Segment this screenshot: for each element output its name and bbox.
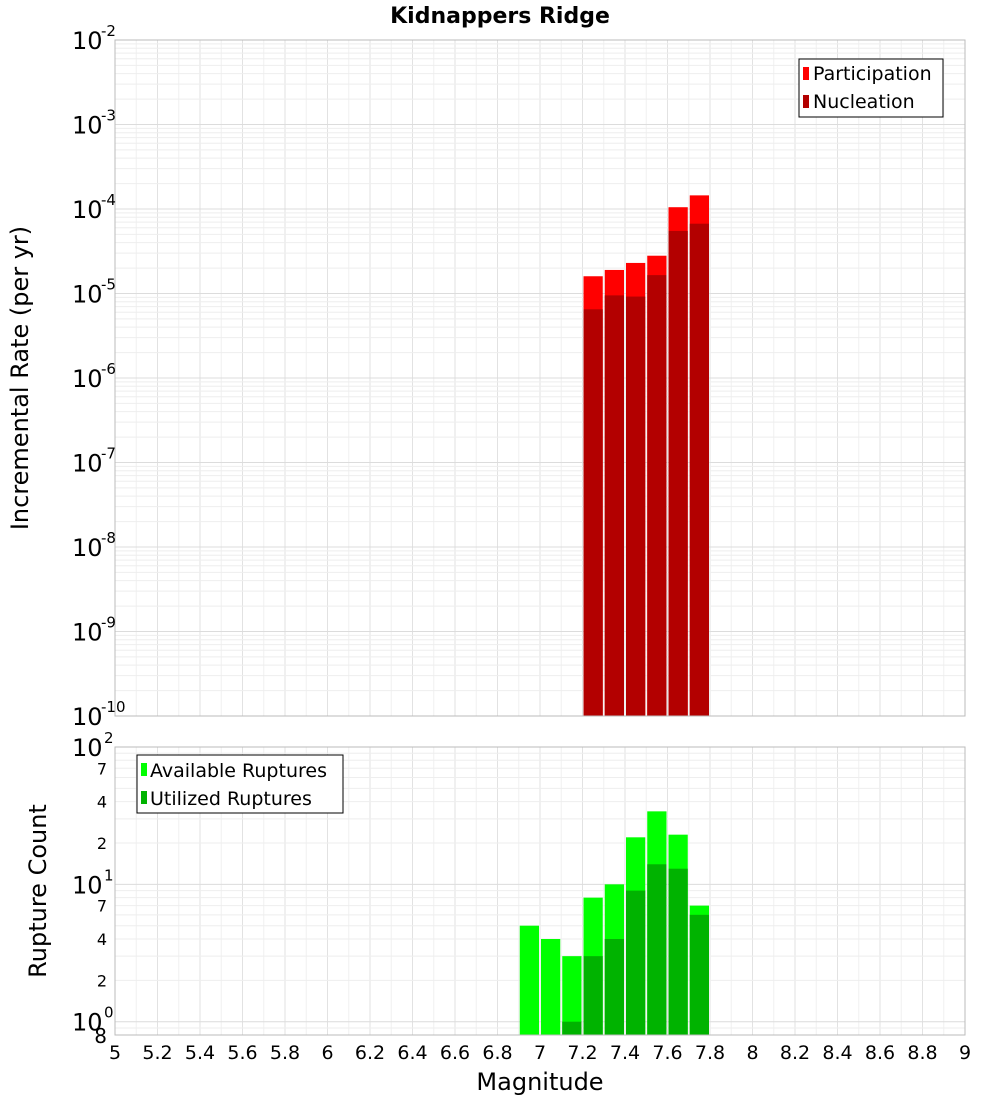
bottom-legend: Available Ruptures Utilized Ruptures <box>136 754 344 814</box>
y-minor-tick-label: 4 <box>97 930 107 949</box>
nucleation-legend-label: Nucleation <box>813 91 915 113</box>
x-tick-label: 6 <box>321 1042 333 1064</box>
x-tick-label: 5.4 <box>185 1042 215 1064</box>
utilized-legend-swatch <box>141 791 147 804</box>
y-tick-label: 10 <box>72 871 103 899</box>
utilized-ruptures-bar <box>604 939 624 1035</box>
x-tick-label: 7.6 <box>652 1042 682 1064</box>
top-y-axis-label: Incremental Rate (per yr) <box>6 226 34 530</box>
y-tick-label: 10 <box>72 734 103 762</box>
y-minor-tick-label: 2 <box>97 834 107 853</box>
y-tick-exponent: -10 <box>101 698 126 716</box>
y-minor-tick-label: 7 <box>97 897 107 916</box>
available-legend-swatch <box>141 763 147 776</box>
participation-legend-label: Participation <box>813 63 932 85</box>
utilized-ruptures-bar <box>562 1021 582 1035</box>
y-tick-exponent: -4 <box>101 191 116 209</box>
y-tick-exponent: 1 <box>104 866 114 884</box>
y-tick-exponent: 0 <box>104 1004 114 1022</box>
top-bars <box>583 195 709 717</box>
x-tick-label: 7.4 <box>610 1042 640 1064</box>
y-minor-tick-label: 4 <box>97 793 107 812</box>
utilized-ruptures-bar <box>626 890 646 1035</box>
y-tick-label: 10 <box>72 112 103 140</box>
y-tick-exponent: -7 <box>101 445 116 463</box>
x-tick-label: 5.8 <box>270 1042 300 1064</box>
y-tick-label: 10 <box>72 365 103 393</box>
top-legend-box <box>798 58 944 118</box>
x-tick-label: 6.4 <box>397 1042 427 1064</box>
x-tick-label: 5.2 <box>142 1042 172 1064</box>
nucleation-bar <box>668 230 688 717</box>
x-tick-label: 7.2 <box>567 1042 597 1064</box>
participation-legend-swatch <box>803 67 809 80</box>
y-tick-exponent: -2 <box>101 22 116 40</box>
x-tick-label: 6.2 <box>355 1042 385 1064</box>
y-tick-exponent: -5 <box>101 276 116 294</box>
y-tick-label: 10 <box>72 1009 103 1037</box>
top-plot-frame <box>114 39 966 717</box>
x-axis-label: Magnitude <box>476 1068 603 1096</box>
nucleation-bar <box>626 296 646 716</box>
x-tick-label: 8.6 <box>865 1042 895 1064</box>
y-minor-tick-label: 7 <box>97 759 107 778</box>
nucleation-bar <box>604 295 624 716</box>
x-tick-labels: 5 5.2 5.4 5.6 5.8 6 6.2 6.4 6.6 6.8 7 7.2 7.4 7.6 7.8 8… <box>109 1042 971 1064</box>
y-tick-label: 10 <box>72 534 103 562</box>
x-tick-label: 8.4 <box>822 1042 852 1064</box>
y-tick-exponent: -3 <box>101 107 116 125</box>
available-ruptures-bar <box>541 939 561 1035</box>
nucleation-bar <box>689 223 709 716</box>
nucleation-bar <box>647 275 667 716</box>
y-tick-label: 10 <box>72 281 103 309</box>
y-tick-exponent: -8 <box>101 529 116 547</box>
top-gridlines <box>114 40 966 717</box>
nucleation-bar <box>583 309 603 716</box>
available-legend-label: Available Ruptures <box>150 760 327 782</box>
bottom-legend-box <box>136 754 344 814</box>
x-tick-label: 6.8 <box>482 1042 512 1064</box>
y-minor-tick-label: 2 <box>97 971 107 990</box>
x-tick-label: 5.6 <box>227 1042 257 1064</box>
utilized-legend-label: Utilized Ruptures <box>150 788 312 810</box>
y-tick-label: 10 <box>72 27 103 55</box>
top-legend: Participation Nucleation <box>798 58 944 118</box>
utilized-ruptures-bar <box>583 956 603 1035</box>
available-ruptures-bar <box>519 925 539 1035</box>
bottom-bars <box>519 811 709 1035</box>
y-minor-tick-label: 8 <box>94 1024 107 1048</box>
y-tick-exponent: -9 <box>101 614 116 632</box>
x-tick-label: 9 <box>959 1042 971 1064</box>
x-tick-label: 6.6 <box>440 1042 470 1064</box>
y-tick-label: 10 <box>72 450 103 478</box>
y-tick-exponent: -6 <box>101 360 116 378</box>
x-tick-label: 8.2 <box>780 1042 810 1064</box>
y-tick-label: 10 <box>72 196 103 224</box>
bottom-plot-frame <box>114 746 966 1036</box>
nucleation-legend-swatch <box>803 95 809 108</box>
x-tick-label: 8.8 <box>907 1042 937 1064</box>
bottom-y-axis-label: Rupture Count <box>24 804 52 978</box>
available-ruptures-bar <box>562 956 582 1035</box>
x-tick-label: 8 <box>746 1042 758 1064</box>
x-tick-label: 7.8 <box>695 1042 725 1064</box>
x-tick-label: 7 <box>534 1042 546 1064</box>
utilized-ruptures-bar <box>647 864 667 1035</box>
chart-title: Kidnappers Ridge <box>390 4 610 29</box>
utilized-ruptures-bar <box>689 914 709 1035</box>
x-tick-label: 5 <box>109 1042 121 1064</box>
y-tick-label: 10 <box>72 619 103 647</box>
utilized-ruptures-bar <box>668 868 688 1035</box>
y-tick-label: 10 <box>72 703 103 731</box>
y-tick-exponent: 2 <box>104 729 114 747</box>
